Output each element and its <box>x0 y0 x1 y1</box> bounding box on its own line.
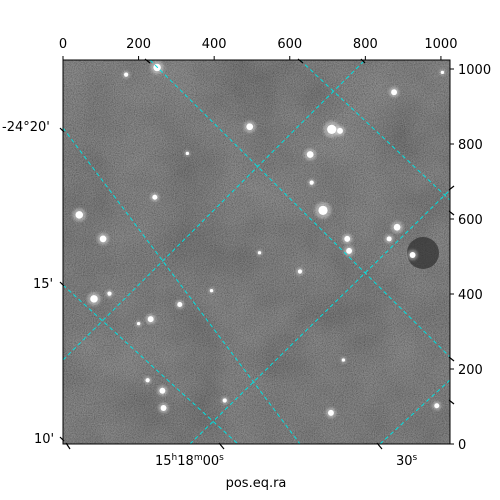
star <box>185 151 190 156</box>
star <box>327 124 337 134</box>
star <box>99 235 107 243</box>
right-pixel-axis: 0 200 400 600 800 1000 <box>450 63 491 453</box>
star <box>386 236 392 242</box>
grid-line <box>379 379 450 444</box>
dec-tick-label: 10' <box>34 432 54 447</box>
star <box>306 151 314 158</box>
dec-tick-label: 15' <box>33 277 53 292</box>
grid-line <box>189 189 450 444</box>
top-tick-label: 1000 <box>424 37 457 52</box>
top-tick-label: 400 <box>202 37 227 52</box>
star <box>152 194 158 200</box>
star <box>391 89 398 96</box>
world-tick-mark <box>376 442 383 450</box>
right-tick-label: 600 <box>458 213 483 228</box>
right-tick-label: 800 <box>458 138 483 153</box>
world-tick-mark <box>448 356 455 362</box>
x-axis-label: pos.eq.ra <box>226 476 287 491</box>
star <box>177 301 183 308</box>
star <box>107 291 112 296</box>
plot-frame <box>62 59 451 445</box>
world-tick-mark <box>59 436 65 442</box>
world-tick-mark <box>448 185 455 191</box>
star <box>75 211 84 219</box>
top-tick-label: 800 <box>353 37 378 52</box>
star <box>440 70 445 75</box>
top-tick-label: 0 <box>59 37 67 52</box>
star <box>297 269 303 274</box>
world-tick-mark <box>448 210 455 216</box>
star <box>346 247 353 254</box>
right-tick-label: 400 <box>458 288 483 303</box>
star <box>337 127 343 134</box>
ra-tick-label: 30s <box>396 453 418 469</box>
right-tick-label: 1000 <box>458 63 491 78</box>
star <box>222 398 227 403</box>
dark-halo <box>407 237 439 269</box>
star <box>318 205 328 215</box>
ra-tick-label: 15h18m00s <box>155 453 224 469</box>
top-pixel-axis: 0 200 400 600 800 1000 <box>59 37 457 60</box>
world-tick-mark <box>59 281 65 287</box>
star <box>393 223 401 231</box>
top-tick-label: 600 <box>277 37 302 52</box>
world-tick-marks <box>59 58 455 450</box>
star <box>257 251 262 255</box>
grid-line <box>63 60 366 361</box>
top-tick-label: 200 <box>126 37 151 52</box>
star <box>309 180 314 185</box>
star <box>124 72 129 77</box>
star <box>159 387 166 394</box>
coordinate-grid <box>63 60 450 444</box>
world-tick-mark <box>360 58 366 64</box>
right-tick-label: 0 <box>458 438 466 453</box>
star <box>434 403 440 409</box>
world-tick-mark <box>297 58 304 64</box>
grid-line <box>299 60 450 201</box>
star <box>209 288 214 293</box>
star <box>328 409 334 416</box>
grid-line <box>63 127 301 444</box>
star <box>145 378 150 383</box>
star <box>147 316 154 323</box>
star <box>246 123 254 131</box>
world-tick-mark <box>59 127 65 133</box>
world-tick-mark <box>448 399 455 405</box>
grid-line <box>63 284 239 444</box>
world-tick-mark <box>218 442 225 450</box>
dec-tick-label: -24°20' <box>2 120 50 135</box>
star <box>136 321 141 326</box>
star <box>341 358 346 362</box>
star <box>344 235 351 242</box>
sky-image <box>63 60 450 444</box>
world-tick-mark <box>144 58 151 64</box>
star <box>160 405 167 411</box>
grid-line <box>149 60 450 358</box>
world-tick-mark <box>65 442 71 450</box>
right-tick-label: 200 <box>458 363 483 378</box>
star <box>90 295 98 303</box>
star <box>409 252 416 258</box>
